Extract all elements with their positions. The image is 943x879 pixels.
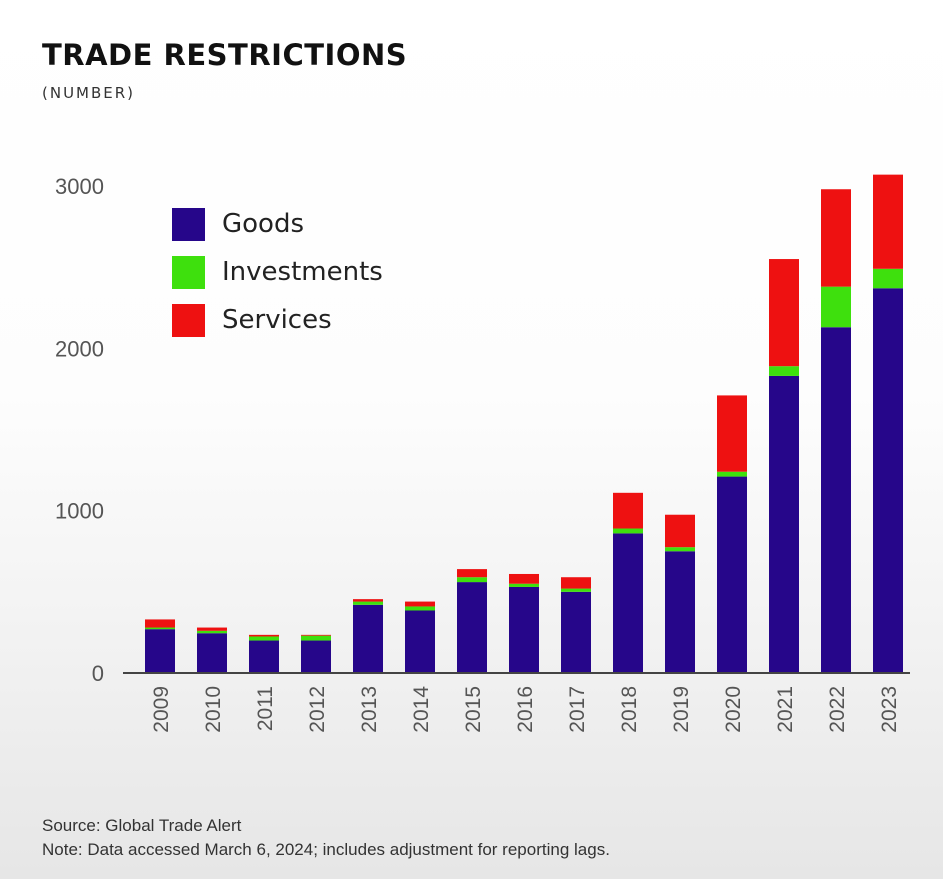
bar-investments-2011 — [249, 636, 279, 641]
bar-services-2019 — [665, 514, 695, 548]
y-tick-label-2000: 2000 — [55, 336, 104, 361]
bar-services-2012 — [301, 634, 331, 636]
bar-investments-2021 — [769, 366, 799, 376]
bar-investments-2017 — [561, 588, 591, 592]
x-tick-label-2023: 2023 — [878, 686, 901, 733]
legend-label-investments: Investments — [222, 257, 383, 287]
bar-investments-2012 — [301, 635, 331, 641]
bar-goods-2011 — [249, 640, 279, 673]
bar-goods-2016 — [509, 586, 539, 673]
bar-investments-2022 — [821, 286, 851, 328]
legend-label-services: Services — [222, 305, 332, 335]
bar-investments-2009 — [145, 627, 175, 630]
bar-goods-2015 — [457, 582, 487, 673]
x-tick-label-2015: 2015 — [462, 686, 485, 733]
bar-goods-2022 — [821, 327, 851, 673]
x-tick-label-2012: 2012 — [306, 686, 329, 733]
y-tick-label-0: 0 — [92, 661, 104, 686]
bar-goods-2017 — [561, 591, 591, 673]
bar-goods-2018 — [613, 533, 643, 673]
bar-investments-2013 — [353, 601, 383, 605]
x-tick-label-2016: 2016 — [514, 686, 537, 733]
bar-goods-2012 — [301, 640, 331, 673]
bar-services-2009 — [145, 619, 175, 628]
bar-investments-2019 — [665, 547, 695, 552]
bar-services-2013 — [353, 599, 383, 602]
bar-goods-2020 — [717, 476, 747, 673]
bar-investments-2010 — [197, 630, 227, 634]
data-note: Note: Data accessed March 6, 2024; inclu… — [42, 840, 610, 859]
chart-legend: Goods Investments Services — [172, 200, 383, 344]
x-tick-label-2018: 2018 — [618, 686, 641, 733]
bar-services-2020 — [717, 395, 747, 472]
bar-services-2014 — [405, 601, 435, 607]
y-tick-label-3000: 3000 — [55, 174, 104, 199]
x-tick-label-2021: 2021 — [774, 686, 797, 733]
source-note: Source: Global Trade Alert — [42, 816, 242, 835]
bar-investments-2016 — [509, 583, 539, 587]
bar-investments-2015 — [457, 577, 487, 583]
bar-services-2011 — [249, 634, 279, 637]
bar-services-2023 — [873, 174, 903, 269]
x-tick-label-2011: 2011 — [254, 686, 277, 731]
legend-item-services: Services — [172, 296, 383, 344]
bar-investments-2018 — [613, 528, 643, 534]
x-tick-label-2019: 2019 — [670, 686, 693, 733]
x-tick-label-2009: 2009 — [150, 686, 173, 733]
legend-label-goods: Goods — [222, 209, 305, 239]
legend-item-goods: Goods — [172, 200, 383, 248]
bar-services-2015 — [457, 569, 487, 578]
legend-swatch-goods — [172, 207, 205, 241]
chart-subtitle: (NUMBER) — [42, 84, 136, 102]
y-tick-label-1000: 1000 — [55, 499, 104, 524]
bar-services-2021 — [769, 259, 799, 367]
bar-services-2017 — [561, 577, 591, 589]
bar-services-2022 — [821, 189, 851, 287]
bar-investments-2014 — [405, 606, 435, 611]
x-tick-label-2013: 2013 — [358, 686, 381, 733]
x-tick-label-2010: 2010 — [202, 686, 225, 733]
bar-services-2016 — [509, 573, 539, 584]
legend-item-investments: Investments — [172, 248, 383, 296]
bar-services-2010 — [197, 627, 227, 631]
bar-goods-2010 — [197, 633, 227, 673]
bar-goods-2023 — [873, 288, 903, 673]
bar-goods-2009 — [145, 629, 175, 673]
bar-investments-2020 — [717, 471, 747, 477]
chart-title: TRADE RESTRICTIONS — [42, 38, 408, 72]
x-tick-label-2020: 2020 — [722, 686, 745, 733]
legend-swatch-services — [172, 303, 205, 337]
x-tick-label-2022: 2022 — [826, 686, 849, 733]
bar-services-2018 — [613, 492, 643, 529]
legend-swatch-investments — [172, 255, 205, 289]
x-tick-label-2014: 2014 — [410, 686, 433, 733]
bar-goods-2014 — [405, 610, 435, 673]
bar-investments-2023 — [873, 268, 903, 289]
bar-goods-2021 — [769, 375, 799, 673]
x-tick-label-2017: 2017 — [566, 686, 589, 733]
bar-goods-2013 — [353, 604, 383, 673]
bar-goods-2019 — [665, 551, 695, 673]
